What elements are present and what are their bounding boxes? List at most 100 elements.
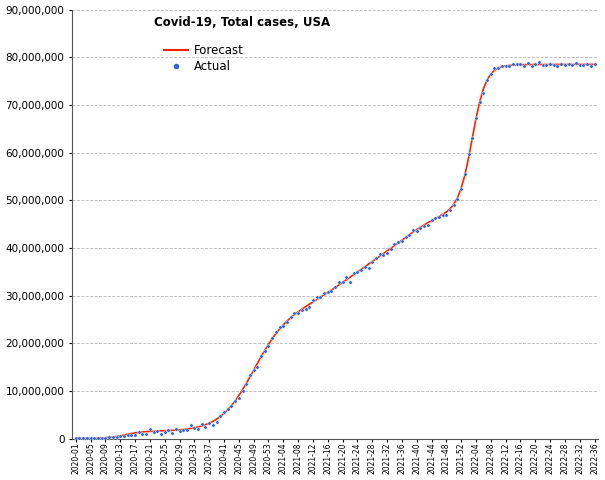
Point xyxy=(338,279,347,287)
Point xyxy=(393,239,403,246)
Point xyxy=(219,408,229,416)
Point xyxy=(97,434,106,442)
Point xyxy=(100,434,110,442)
Point xyxy=(479,89,488,96)
Point xyxy=(590,60,600,68)
Point xyxy=(175,427,185,435)
Point xyxy=(438,211,448,219)
Point xyxy=(260,348,270,355)
Point xyxy=(134,428,143,435)
Point xyxy=(108,433,117,441)
Point xyxy=(86,434,96,442)
Point xyxy=(137,430,147,437)
Point xyxy=(334,278,344,286)
Point xyxy=(182,426,192,434)
Point xyxy=(256,352,266,360)
Point xyxy=(371,254,381,262)
Point xyxy=(408,227,418,234)
Point xyxy=(301,305,310,312)
Point xyxy=(252,363,262,371)
Point xyxy=(78,434,88,442)
Point xyxy=(71,434,80,442)
Point xyxy=(367,258,377,266)
Point xyxy=(379,251,388,259)
Point xyxy=(460,170,469,178)
Point xyxy=(442,211,451,218)
Point xyxy=(493,64,503,72)
Point xyxy=(178,426,188,434)
Point xyxy=(116,432,125,440)
Point xyxy=(149,428,159,435)
Point xyxy=(364,264,373,272)
Point xyxy=(297,306,307,313)
Point xyxy=(582,60,592,68)
Point xyxy=(564,60,574,68)
Point xyxy=(527,62,537,70)
Point xyxy=(519,61,529,69)
Point xyxy=(557,60,566,68)
Point xyxy=(208,421,218,429)
Point xyxy=(397,238,407,245)
Point xyxy=(449,201,459,209)
Point xyxy=(186,421,195,429)
Point xyxy=(90,434,99,442)
Point xyxy=(386,246,396,253)
Point xyxy=(463,151,473,158)
Point xyxy=(201,423,211,431)
Point xyxy=(497,62,507,70)
Point xyxy=(401,233,410,240)
Point xyxy=(489,64,499,72)
Point xyxy=(130,431,140,439)
Point xyxy=(264,342,273,349)
Point xyxy=(508,60,518,68)
Point xyxy=(416,224,425,232)
Point xyxy=(456,185,466,192)
Point xyxy=(312,293,321,301)
Point xyxy=(512,60,522,68)
Point xyxy=(515,60,525,68)
Point xyxy=(360,263,370,270)
Point xyxy=(223,406,232,413)
Point xyxy=(271,328,281,336)
Point xyxy=(482,76,492,84)
Point xyxy=(315,294,325,301)
Point xyxy=(501,62,511,70)
Point xyxy=(293,309,303,317)
Point xyxy=(152,427,162,435)
Point xyxy=(382,249,392,256)
Point xyxy=(445,206,455,214)
Point xyxy=(575,61,584,69)
Point xyxy=(523,60,532,67)
Point xyxy=(156,430,166,437)
Point xyxy=(267,334,277,341)
Point xyxy=(475,98,485,106)
Point xyxy=(74,434,84,442)
Point xyxy=(226,402,236,410)
Point xyxy=(304,303,314,311)
Point xyxy=(163,427,173,434)
Point xyxy=(241,381,251,388)
Point xyxy=(193,425,203,433)
Point xyxy=(123,431,132,439)
Point xyxy=(145,425,155,432)
Point xyxy=(126,431,136,438)
Point xyxy=(505,63,514,71)
Point xyxy=(82,434,92,442)
Point xyxy=(286,313,295,321)
Point xyxy=(212,418,221,425)
Point xyxy=(215,412,225,420)
Point xyxy=(189,424,199,432)
Point xyxy=(545,60,555,68)
Point xyxy=(560,61,570,69)
Point xyxy=(290,309,299,317)
Point xyxy=(468,134,477,142)
Point xyxy=(319,289,329,297)
Point xyxy=(419,222,429,229)
Text: Covid-19, Total cases, USA: Covid-19, Total cases, USA xyxy=(154,16,330,29)
Point xyxy=(278,323,288,330)
Point xyxy=(356,266,366,274)
Point xyxy=(93,434,103,442)
Point xyxy=(353,268,362,276)
Point xyxy=(104,433,114,441)
Point xyxy=(323,288,333,296)
